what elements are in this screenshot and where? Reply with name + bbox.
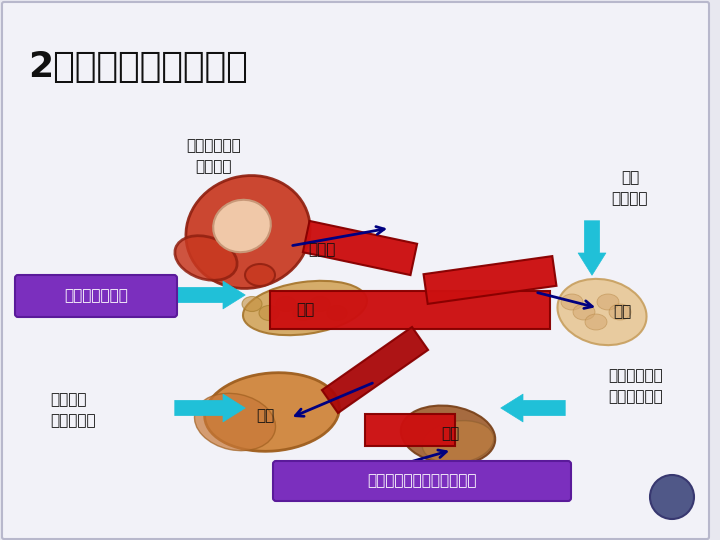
Polygon shape: [270, 291, 550, 329]
Ellipse shape: [561, 294, 583, 310]
Ellipse shape: [585, 314, 607, 330]
Text: 胰腺: 胰腺: [296, 302, 314, 318]
Polygon shape: [322, 327, 428, 413]
Ellipse shape: [276, 296, 296, 312]
Ellipse shape: [245, 264, 275, 286]
Ellipse shape: [204, 373, 339, 451]
Text: 不能很好利用胰岛素的组织: 不能很好利用胰岛素的组织: [367, 474, 477, 489]
Polygon shape: [423, 256, 557, 304]
Text: 肝脏: 肝脏: [256, 408, 274, 423]
Polygon shape: [303, 221, 417, 275]
Text: 外周组织摄取
的葡萄糖减少: 外周组织摄取 的葡萄糖减少: [608, 368, 663, 404]
Ellipse shape: [327, 306, 347, 321]
Ellipse shape: [242, 296, 262, 312]
Text: 肝脏产生
过多葡萄糖: 肝脏产生 过多葡萄糖: [50, 392, 96, 428]
Polygon shape: [365, 414, 455, 446]
Ellipse shape: [597, 294, 619, 310]
Text: 2型糖尿病的发病机制: 2型糖尿病的发病机制: [28, 50, 248, 84]
Ellipse shape: [609, 304, 631, 320]
Text: 胰岛素分泌不足: 胰岛素分泌不足: [64, 288, 128, 303]
Circle shape: [650, 475, 694, 519]
Text: 脂肪
分解过多: 脂肪 分解过多: [612, 170, 648, 206]
FancyBboxPatch shape: [2, 2, 709, 539]
Ellipse shape: [243, 281, 367, 335]
Ellipse shape: [213, 200, 271, 252]
FancyBboxPatch shape: [273, 461, 571, 501]
Ellipse shape: [259, 306, 279, 321]
Text: 消化道: 消化道: [308, 242, 336, 258]
Ellipse shape: [293, 306, 313, 321]
Text: 脂肪: 脂肪: [613, 305, 631, 320]
Text: 肌肉: 肌肉: [441, 427, 459, 442]
Ellipse shape: [573, 304, 595, 320]
FancyBboxPatch shape: [15, 275, 177, 317]
Ellipse shape: [175, 236, 237, 280]
Text: 消化碳水化合
物的酶类: 消化碳水化合 物的酶类: [186, 138, 241, 174]
Ellipse shape: [186, 176, 310, 288]
Ellipse shape: [401, 406, 495, 464]
Ellipse shape: [310, 296, 330, 312]
Ellipse shape: [422, 421, 494, 463]
Ellipse shape: [557, 279, 647, 345]
Ellipse shape: [194, 393, 276, 451]
